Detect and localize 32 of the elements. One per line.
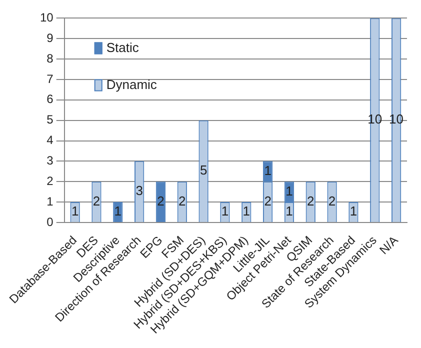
data-label: 2 <box>157 193 164 208</box>
data-label: 1 <box>71 204 79 219</box>
data-label: 1 <box>264 162 272 178</box>
data-label: 2 <box>178 193 186 208</box>
data-label: 1 <box>286 183 293 198</box>
data-label: 5 <box>200 162 208 178</box>
y-tick-label: 8 <box>46 51 54 66</box>
legend-label: Dynamic <box>106 76 158 92</box>
y-tick-label: 5 <box>46 112 54 127</box>
data-label: 1 <box>114 204 122 219</box>
y-tick-label: 10 <box>40 10 54 25</box>
data-label: 3 <box>136 183 143 198</box>
y-tick-label: 0 <box>46 214 54 229</box>
x-tick-label: N/A <box>376 233 401 258</box>
data-label: 2 <box>307 193 314 208</box>
data-label: 1 <box>221 204 229 219</box>
data-label: 1 <box>350 204 358 219</box>
data-label: 1 <box>286 204 293 219</box>
y-tick-label: 9 <box>46 30 54 45</box>
data-label: 10 <box>389 112 404 127</box>
data-label: 2 <box>264 193 272 208</box>
y-tick-label: 6 <box>46 92 54 106</box>
y-tick-label: 7 <box>46 72 54 86</box>
y-tick-label: 2 <box>46 174 54 188</box>
legend-label: Static <box>106 40 140 55</box>
y-tick-label: 3 <box>46 154 54 168</box>
y-tick-label: 4 <box>46 133 54 148</box>
data-label: 10 <box>368 112 382 127</box>
data-label: 2 <box>328 193 336 208</box>
y-tick-label: 1 <box>46 194 54 208</box>
data-label: 2 <box>92 193 100 208</box>
data-label: 1 <box>242 204 250 219</box>
